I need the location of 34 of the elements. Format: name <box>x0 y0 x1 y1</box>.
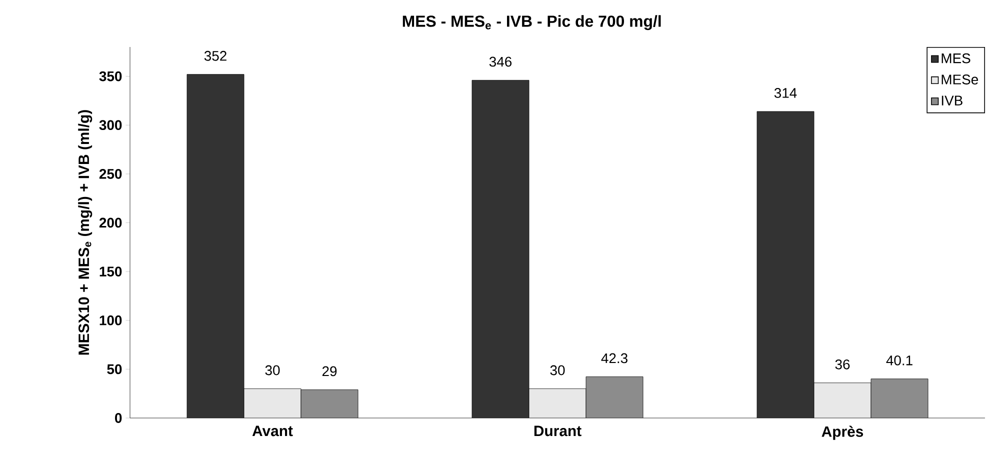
chart-title: MES - MES$_{e}$ - IVB - Pic de 700 mg/l <box>402 15 661 30</box>
x-tick-label: Après <box>822 426 864 440</box>
bar <box>244 388 302 418</box>
data-label: 352 <box>204 50 226 61</box>
legend-label: MESe <box>942 74 978 84</box>
legend-label: IVB <box>942 96 962 106</box>
data-label: 29 <box>322 366 337 376</box>
x-tick-label: Durant <box>534 426 582 436</box>
data-label: 42.3 <box>601 353 628 364</box>
data-label: 40.1 <box>886 355 912 366</box>
bar <box>756 111 814 418</box>
x-tick-label: Avant <box>252 426 293 436</box>
y-tick-label: 0 <box>115 413 122 423</box>
data-label: 30 <box>265 365 280 376</box>
data-label: 36 <box>835 359 850 370</box>
bar <box>187 74 244 418</box>
bar <box>472 80 530 418</box>
data-label: 314 <box>774 88 797 98</box>
y-tick-label: 50 <box>107 364 122 374</box>
legend-label: MES <box>942 53 970 64</box>
y-tick-label: 300 <box>99 120 122 130</box>
bar <box>814 382 872 418</box>
bar <box>870 378 928 418</box>
data-label: 346 <box>489 56 512 67</box>
y-tick-label: 250 <box>99 168 122 179</box>
data-label: 30 <box>550 365 565 376</box>
y-tick-label: 100 <box>100 315 122 326</box>
y-tick-label: 150 <box>100 266 122 276</box>
bar <box>586 376 644 418</box>
y-tick-label: 200 <box>99 218 122 228</box>
y-axis-title: MESX10 + MES$_{e}$ (mg/l) + IVB (ml/g) <box>78 110 92 355</box>
bar <box>301 390 358 418</box>
y-tick-label: 350 <box>99 71 122 82</box>
bar <box>529 388 586 418</box>
